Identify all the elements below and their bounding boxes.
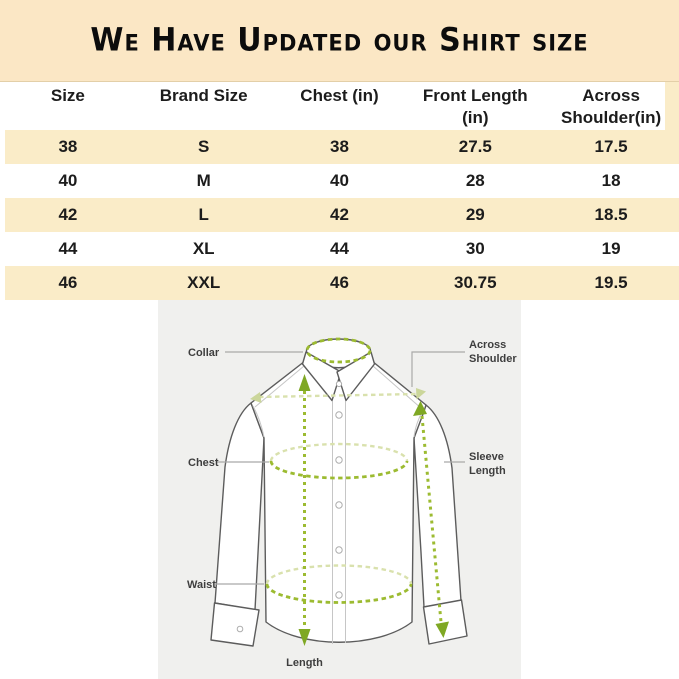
table-cell: 18 xyxy=(601,171,621,190)
table-cell: S xyxy=(198,137,210,156)
table-row: 38 S 38 27.5 17.5 xyxy=(0,130,679,164)
length-arrow-down xyxy=(298,629,311,646)
length-arrow-up xyxy=(298,374,311,391)
table-cell: 28 xyxy=(465,171,485,190)
title-banner: We Have Updated our Shirt size xyxy=(0,0,679,82)
page-title: We Have Updated our Shirt size xyxy=(90,21,589,60)
table-header-row: Size Brand Size Chest (in) Front Length … xyxy=(0,82,679,130)
left-sleeve xyxy=(214,402,265,611)
column-header-across-shoulder: Across Shoulder(in) xyxy=(561,86,662,127)
chest-measure-back xyxy=(269,442,409,462)
table-cell: 40 xyxy=(330,171,349,190)
table-cell: 46 xyxy=(58,273,78,292)
right-cuff xyxy=(422,599,468,645)
table-cell: XXL xyxy=(187,273,221,292)
right-sleeve xyxy=(413,404,462,608)
shoulder-measure-line xyxy=(258,392,418,399)
across-shoulder-label-line2: Shoulder xyxy=(469,353,517,365)
table-cell: 42 xyxy=(330,205,349,224)
table-cell: 18.5 xyxy=(594,205,628,224)
table-row: 46 XXL 46 30.75 19.5 xyxy=(0,266,679,300)
placket-button xyxy=(335,456,343,464)
sleeve-length-label-line2: Length xyxy=(469,465,506,477)
cuff-button xyxy=(236,625,244,633)
table-cell: XL xyxy=(192,239,215,258)
yoke-seam xyxy=(372,365,423,410)
table-cell: 30.75 xyxy=(454,273,497,292)
table-row: 44 XL 44 30 19 xyxy=(0,232,679,266)
table-cell: 38 xyxy=(330,137,349,156)
column-header-front-length: Front Length (in) xyxy=(422,86,528,127)
table-cell: 40 xyxy=(58,171,78,190)
table-row: 42 L 42 29 18.5 xyxy=(0,198,679,232)
collar-label: Collar xyxy=(188,347,220,359)
table-cell: 30 xyxy=(465,239,485,258)
left-cuff xyxy=(210,602,260,647)
rows-edge-strip xyxy=(0,130,5,300)
waist-label: Waist xyxy=(187,579,216,591)
shirt-measurement-diagram: Collar Across Shoulder Chest Sleeve Leng… xyxy=(158,300,521,679)
sleeve-arrow-up xyxy=(413,401,427,416)
sleeve-length-label-line1: Sleeve xyxy=(469,451,504,463)
placket-button xyxy=(335,546,343,554)
shoulder-arrow-left xyxy=(250,392,262,403)
table-cell: L xyxy=(198,205,209,224)
table-cell: 46 xyxy=(330,273,349,292)
table-cell: 19 xyxy=(601,239,621,258)
shoulder-arrow-right xyxy=(416,388,426,400)
table-cell: 44 xyxy=(330,239,349,258)
chest-label: Chest xyxy=(188,457,219,469)
across-shoulder-leader-line xyxy=(411,351,465,387)
column-header-size: Size xyxy=(50,86,85,105)
column-header-chest: Chest (in) xyxy=(300,86,379,105)
collar-leaf-left xyxy=(301,351,342,402)
placket-button xyxy=(335,591,343,599)
sleeve-arrow-down xyxy=(435,621,449,638)
chest-measure-front xyxy=(269,460,409,480)
placket-button xyxy=(335,411,343,419)
shirt-diagram-svg: Collar Across Shoulder Chest Sleeve Leng… xyxy=(187,337,517,669)
table-cell: 42 xyxy=(58,205,78,224)
table-cell: 38 xyxy=(58,137,78,156)
armhole-seam xyxy=(252,405,265,438)
waist-measure-back xyxy=(265,564,413,585)
table-cell: 17.5 xyxy=(594,137,628,156)
collar-measure-ellipse xyxy=(305,337,372,364)
across-shoulder-label-line1: Across xyxy=(469,339,506,351)
collar-leaf-right xyxy=(336,351,376,402)
table-cell: 27.5 xyxy=(458,137,492,156)
yoke-seam xyxy=(254,365,305,408)
table-cell: 29 xyxy=(465,205,485,224)
column-header-brand-size: Brand Size xyxy=(159,86,248,105)
table-cell: 19.5 xyxy=(594,273,628,292)
table-cell: M xyxy=(196,171,211,190)
length-label: Length xyxy=(286,657,323,669)
table-row: 40 M 40 28 18 xyxy=(0,164,679,198)
table-cell: 44 xyxy=(58,239,78,258)
collar-button xyxy=(335,380,343,388)
waist-measure-front xyxy=(265,583,413,604)
diagram-section: Collar Across Shoulder Chest Sleeve Leng… xyxy=(0,300,679,679)
placket-button xyxy=(335,501,343,509)
header-edge-strip xyxy=(665,82,679,130)
size-chart-table: Size Brand Size Chest (in) Front Length … xyxy=(0,82,679,300)
